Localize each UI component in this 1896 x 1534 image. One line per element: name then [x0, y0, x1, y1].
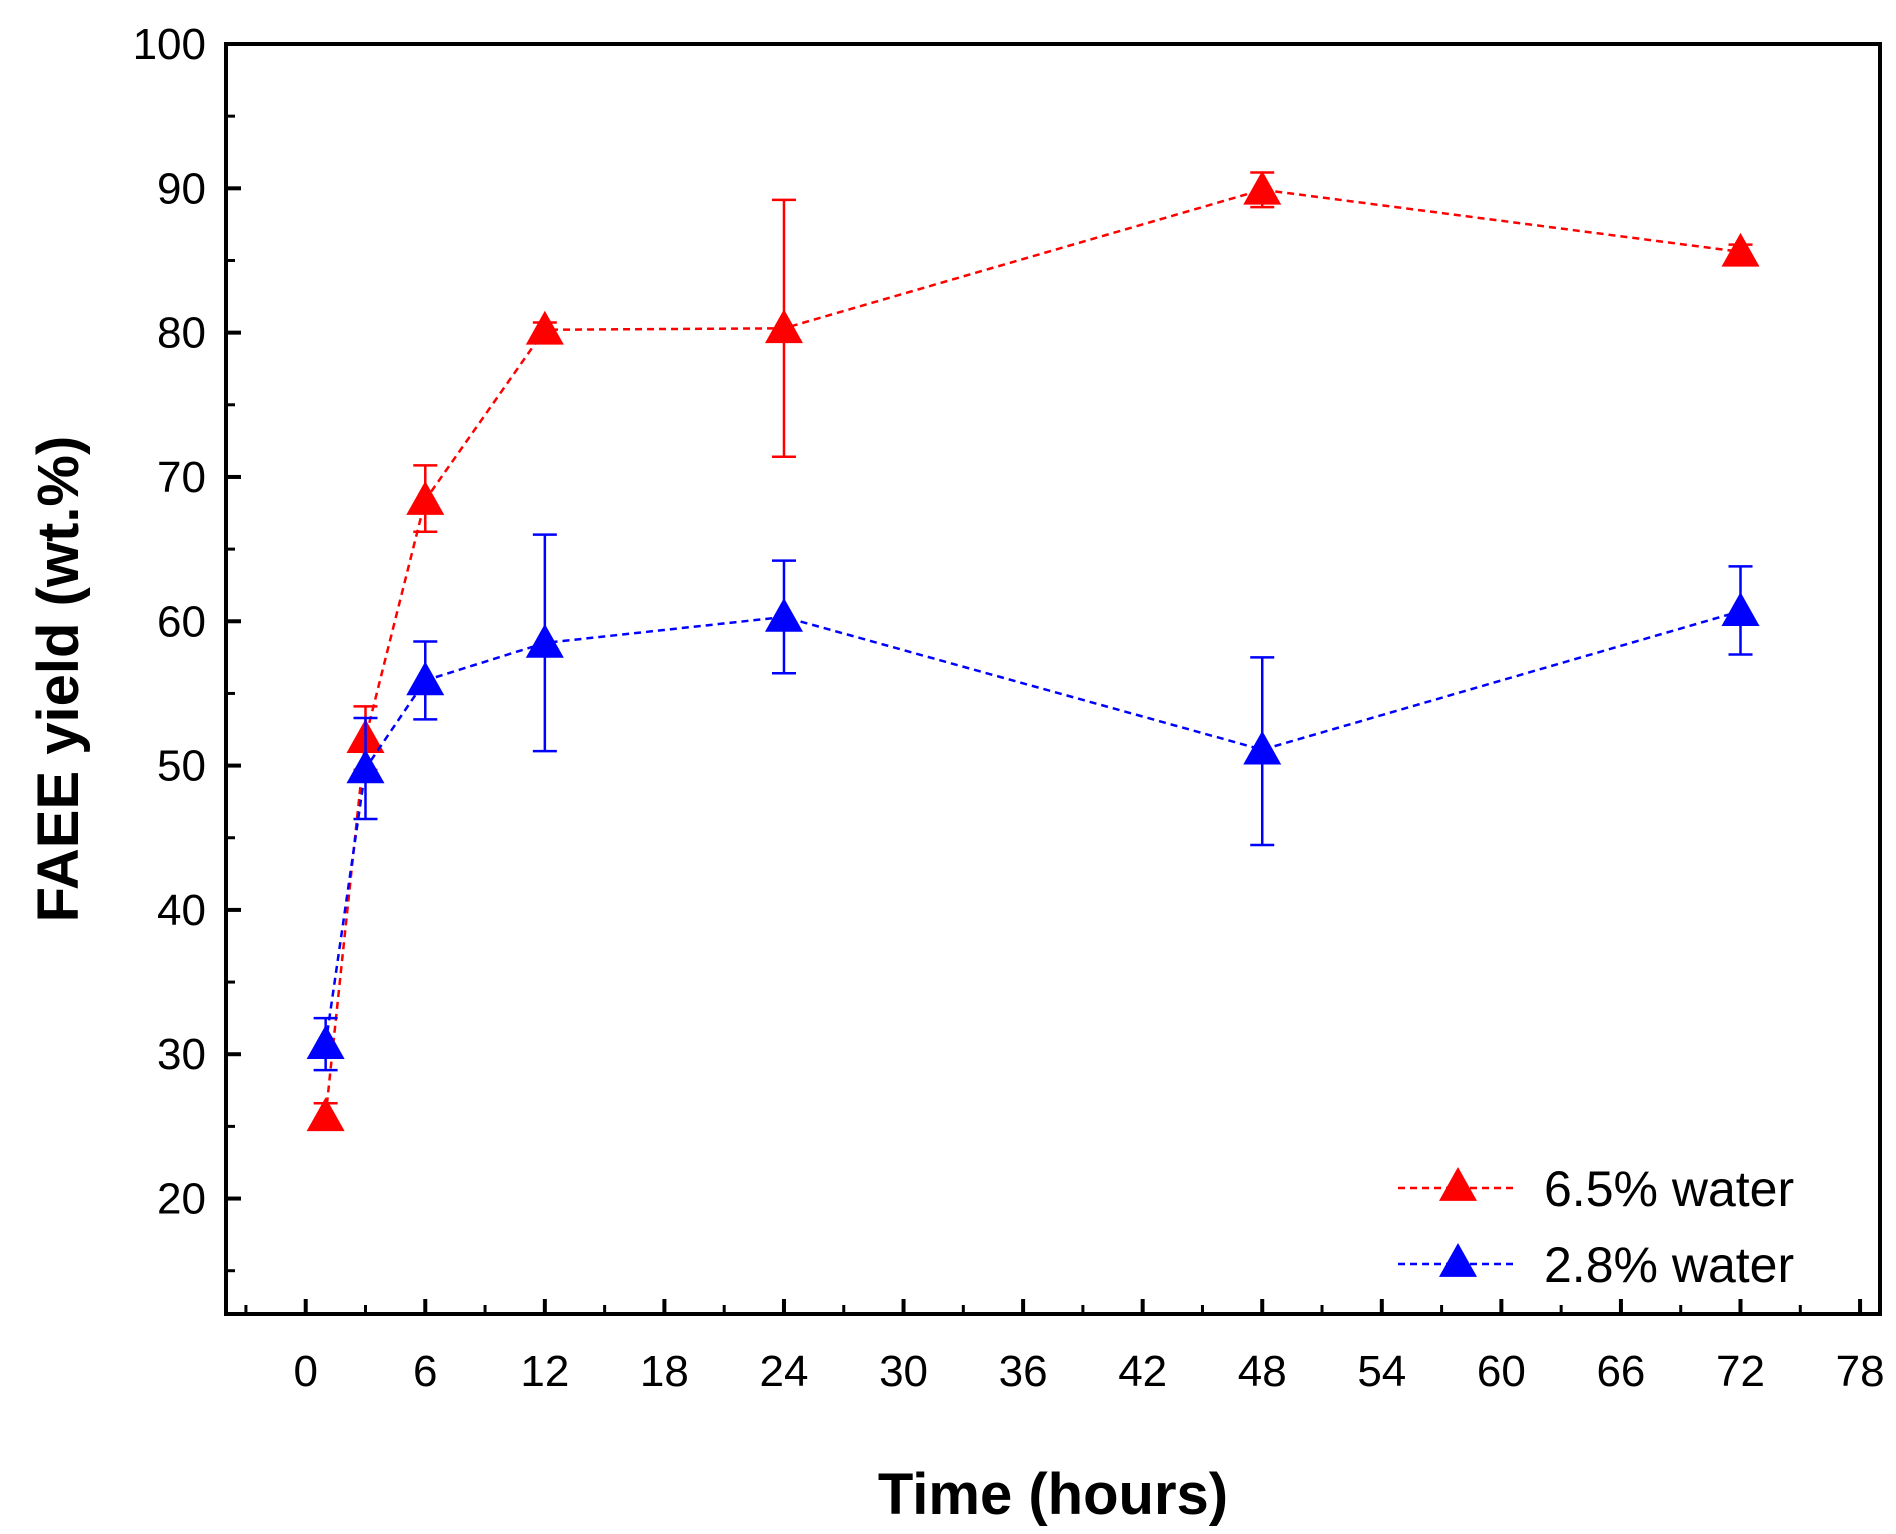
- data-point: [525, 310, 564, 345]
- x-tick-label: 24: [759, 1347, 808, 1396]
- data-point: [346, 749, 385, 784]
- x-tick-label: 72: [1716, 1347, 1765, 1396]
- x-tick-label: 66: [1596, 1347, 1645, 1396]
- x-tick-label: 36: [999, 1347, 1048, 1396]
- axes: 20 30 40 50 60 70 80 90 100 0 6 12 18 24 30 36 42 48 54 60 6…: [133, 20, 1885, 1396]
- y-tick-label: 50: [157, 742, 206, 791]
- x-tick-label: 48: [1238, 1347, 1287, 1396]
- x-axis-title: Time (hours): [878, 1462, 1228, 1527]
- data-point: [1243, 730, 1282, 765]
- x-tick-label: 42: [1118, 1347, 1167, 1396]
- plot-frame: [224, 42, 1882, 1316]
- y-axis-title: FAEE yield (wt.%): [26, 436, 91, 923]
- legend: 6.5% water 2.8% water: [1398, 1161, 1794, 1293]
- y-tick-label: 100: [133, 20, 206, 69]
- y-tick-label: 80: [157, 309, 206, 358]
- x-tick-label: 6: [413, 1347, 437, 1396]
- legend-label: 2.8% water: [1544, 1237, 1794, 1293]
- x-tick-label: 12: [520, 1347, 569, 1396]
- x-tick-label: 60: [1477, 1347, 1526, 1396]
- x-tick-label: 78: [1836, 1347, 1885, 1396]
- data-point: [406, 481, 445, 515]
- y-tick-label: 20: [157, 1175, 206, 1224]
- y-tick-label: 70: [157, 453, 206, 502]
- series-2: [306, 533, 1760, 1072]
- y-tick-label: 60: [157, 597, 206, 646]
- x-tick-label: 30: [879, 1347, 928, 1396]
- data-point: [406, 661, 445, 696]
- data-point: [764, 597, 803, 632]
- y-tick-label: 30: [157, 1030, 206, 1079]
- legend-marker: [1439, 1167, 1477, 1201]
- y-tick-label: 90: [157, 164, 206, 213]
- data-point: [1243, 170, 1282, 205]
- x-tick-label: 18: [640, 1347, 689, 1396]
- x-tick-label: 0: [293, 1347, 317, 1396]
- legend-marker: [1439, 1243, 1477, 1277]
- data-point: [1721, 592, 1760, 626]
- y-tick-label: 40: [157, 886, 206, 935]
- data-point: [1721, 232, 1760, 267]
- data-point: [525, 623, 564, 658]
- data-point: [306, 1025, 345, 1059]
- data-point: [764, 309, 803, 344]
- x-tick-label: 54: [1357, 1347, 1406, 1396]
- legend-label: 6.5% water: [1544, 1161, 1794, 1217]
- data-area: [306, 170, 1760, 1132]
- data-point: [306, 1097, 345, 1132]
